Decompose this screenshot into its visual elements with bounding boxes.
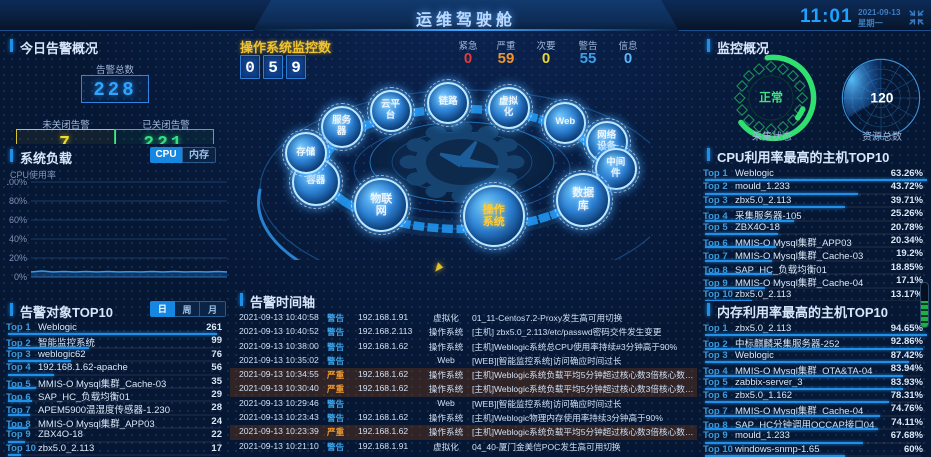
- svg-text:60%: 60%: [9, 215, 27, 225]
- svg-text:100%: 100%: [7, 179, 27, 187]
- svg-text:120: 120: [870, 91, 893, 106]
- svg-text:80%: 80%: [9, 196, 27, 206]
- svg-text:20%: 20%: [9, 253, 27, 263]
- svg-text:40%: 40%: [9, 234, 27, 244]
- svg-text:正常: 正常: [759, 90, 783, 105]
- svg-text:0%: 0%: [14, 272, 27, 282]
